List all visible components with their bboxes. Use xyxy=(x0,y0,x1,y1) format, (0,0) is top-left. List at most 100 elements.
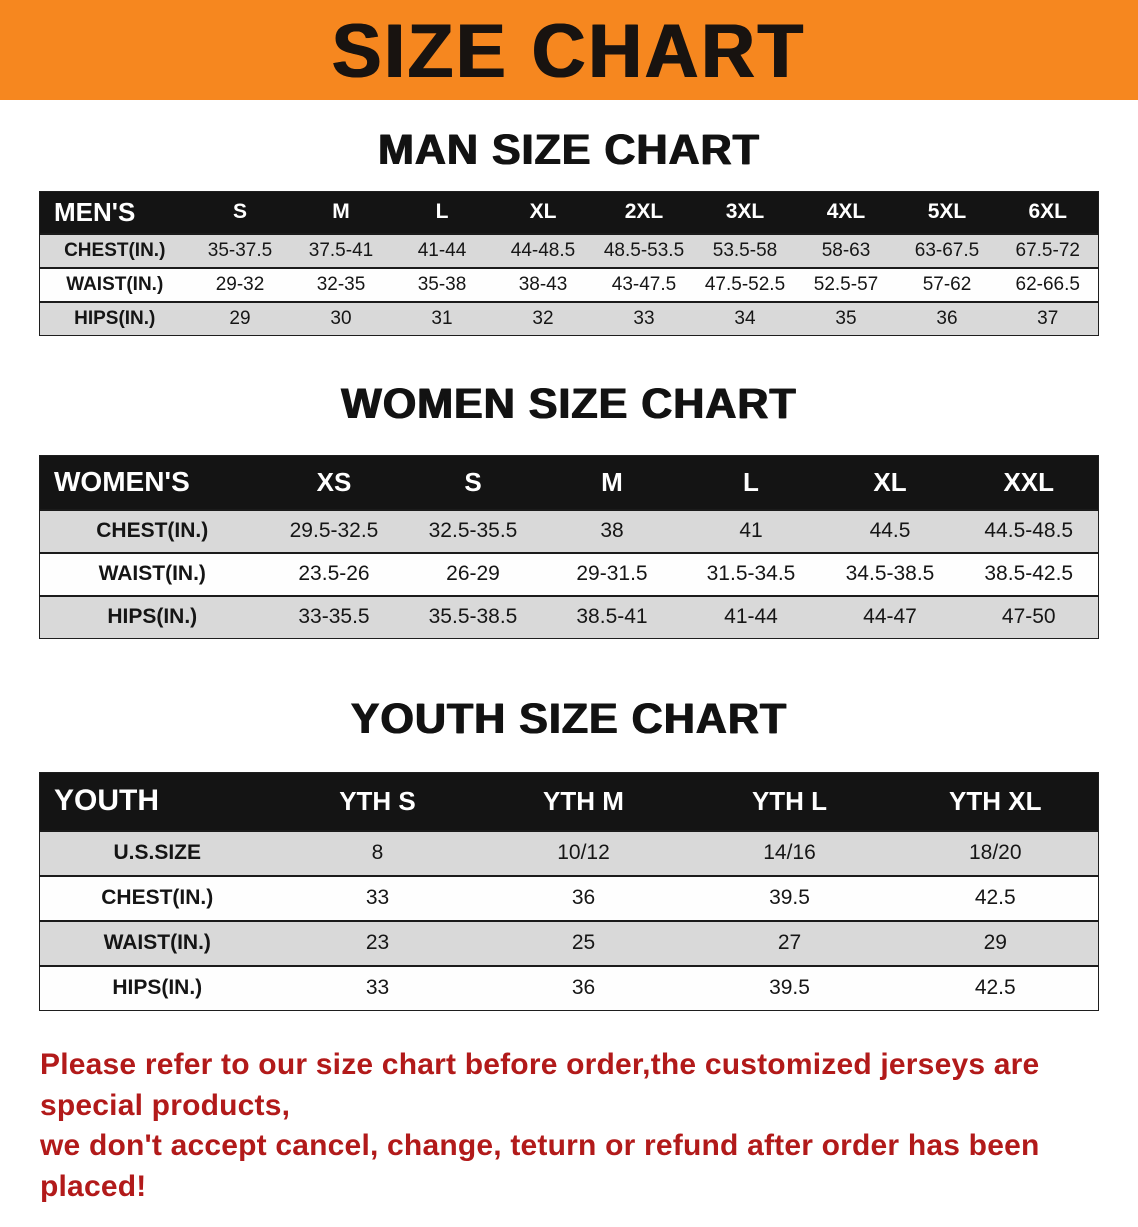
size-value-cell: 48.5-53.5 xyxy=(603,239,685,261)
size-value-cell: 10/12 xyxy=(557,841,610,864)
table-header: YOUTH YTH S YTH M YTH L YTH XL xyxy=(39,772,1099,831)
size-value-cell: 44.5 xyxy=(869,519,911,542)
banner: SIZE CHART xyxy=(0,0,1138,100)
size-value-cell: 8 xyxy=(371,841,384,864)
disclaimer: Please refer to our size chart before or… xyxy=(0,1045,1138,1227)
size-value-cell: 62-66.5 xyxy=(1015,273,1080,295)
size-value-cell: 30 xyxy=(330,307,352,329)
size-value-cell: 33-35.5 xyxy=(298,605,370,629)
row-label: CHEST(IN.) xyxy=(64,239,166,261)
size-value-cell: 34 xyxy=(734,307,756,329)
size-column-header: 2XL xyxy=(593,191,695,234)
size-value-cell: 37 xyxy=(1037,307,1059,329)
table-row: U.S.SIZE 8 10/12 14/16 18/20 xyxy=(39,830,1099,876)
table-row: CHEST(IN.) 33 36 39.5 42.5 xyxy=(39,875,1099,921)
size-value-cell: 44.5-48.5 xyxy=(984,519,1074,542)
table-row: CHEST(IN.) 35-37.5 37.5-41 41-44 44-48.5 48.5… xyxy=(39,233,1099,268)
page-title: SIZE CHART xyxy=(332,7,806,93)
row-label: WAIST(IN.) xyxy=(98,562,206,585)
table-header: WOMEN'S XS S M L XL XXL xyxy=(39,455,1099,510)
size-column-header: 3XL xyxy=(694,191,796,234)
size-value-cell: 58-63 xyxy=(821,239,871,261)
table-corner-label: YOUTH xyxy=(39,772,275,831)
size-value-cell: 41-44 xyxy=(724,605,778,629)
row-label: CHEST(IN.) xyxy=(96,519,209,542)
size-value-cell: 34.5-38.5 xyxy=(845,562,935,585)
size-value-cell: 31.5-34.5 xyxy=(706,562,796,585)
size-value-cell: 14/16 xyxy=(763,841,816,864)
table-row: WAIST(IN.) 29-32 32-35 35-38 38-43 43-47.5 47.… xyxy=(39,267,1099,302)
table-header-row: WOMEN'S XS S M L XL XXL xyxy=(39,455,1099,510)
size-column-header: S xyxy=(403,455,543,510)
table-row: HIPS(IN.) 33-35.5 35.5-38.5 38.5-41 41-44 44-… xyxy=(39,595,1099,639)
size-value-cell: 29.5-32.5 xyxy=(289,519,379,542)
table-corner-label: WOMEN'S xyxy=(39,455,265,510)
size-value-cell: 42.5 xyxy=(974,976,1016,1000)
size-column-header: YTH XL xyxy=(892,772,1099,831)
size-value-cell: 43-47.5 xyxy=(611,273,677,295)
size-value-cell: 38 xyxy=(600,519,624,542)
size-value-cell: 38.5-42.5 xyxy=(984,562,1074,585)
row-label: HIPS(IN.) xyxy=(107,605,198,629)
men-size-table: MEN'S S M L XL 2XL 3XL 4XL 5XL 6XL CHEST(IN.) 35-37… xyxy=(39,191,1099,336)
size-column-header: XL xyxy=(492,191,594,234)
size-value-cell: 47-50 xyxy=(1001,605,1056,629)
size-column-header: 6XL xyxy=(997,191,1099,234)
table-body: U.S.SIZE 8 10/12 14/16 18/20 CHEST(IN.) 33 36 39… xyxy=(39,830,1099,1011)
row-label: HIPS(IN.) xyxy=(74,307,156,329)
youth-size-table: YOUTH YTH S YTH M YTH L YTH XL U.S.SIZE 8 10/12… xyxy=(39,772,1099,1011)
size-value-cell: 32-35 xyxy=(316,273,366,295)
size-value-cell: 27 xyxy=(777,931,802,954)
size-value-cell: 38-43 xyxy=(518,273,568,295)
row-label: CHEST(IN.) xyxy=(101,886,214,909)
size-value-cell: 29 xyxy=(229,307,251,329)
size-column-header: L xyxy=(681,455,821,510)
size-value-cell: 63-67.5 xyxy=(914,239,980,261)
size-value-cell: 53.5-58 xyxy=(712,239,778,261)
table-corner-label: MEN'S xyxy=(39,191,190,234)
table-row: WAIST(IN.) 23 25 27 29 xyxy=(39,920,1099,966)
size-value-cell: 41 xyxy=(739,519,763,542)
size-value-cell: 39.5 xyxy=(769,976,810,1000)
men-section-heading: MAN SIZE CHART xyxy=(378,126,760,174)
table-row: HIPS(IN.) 33 36 39.5 42.5 xyxy=(39,965,1099,1011)
size-value-cell: 35-37.5 xyxy=(207,239,273,261)
row-label: WAIST(IN.) xyxy=(103,931,211,954)
size-chart-content: MAN SIZE CHART MEN'S S M L XL 2XL 3XL 4XL 5XL 6XL… xyxy=(0,126,1138,1011)
women-section-heading: WOMEN SIZE CHART xyxy=(341,380,797,428)
size-column-header: 4XL xyxy=(795,191,897,234)
size-column-header: M xyxy=(290,191,392,234)
size-value-cell: 18/20 xyxy=(968,841,1022,864)
table-header: MEN'S S M L XL 2XL 3XL 4XL 5XL 6XL xyxy=(39,191,1099,234)
table-header-row: YOUTH YTH S YTH M YTH L YTH XL xyxy=(39,772,1099,831)
size-column-header: YTH S xyxy=(274,772,481,831)
size-value-cell: 29-31.5 xyxy=(576,562,648,585)
size-value-cell: 33 xyxy=(365,886,390,909)
row-label: HIPS(IN.) xyxy=(112,976,203,1000)
size-value-cell: 23.5-26 xyxy=(298,562,370,585)
size-value-cell: 42.5 xyxy=(974,886,1016,909)
table-body: CHEST(IN.) 35-37.5 37.5-41 41-44 44-48.5 48.5… xyxy=(39,233,1099,336)
disclaimer-line-2: we don't accept cancel, change, teturn o… xyxy=(40,1129,1040,1203)
size-column-header: M xyxy=(542,455,682,510)
table-row: CHEST(IN.) 29.5-32.5 32.5-35.5 38 41 44.5 44.5… xyxy=(39,509,1099,553)
size-value-cell: 29-32 xyxy=(215,273,265,295)
size-column-header: L xyxy=(391,191,493,234)
size-column-header: S xyxy=(189,191,291,234)
size-column-header: 5XL xyxy=(896,191,998,234)
size-value-cell: 25 xyxy=(571,931,596,954)
size-value-cell: 36 xyxy=(936,307,958,329)
size-value-cell: 52.5-57 xyxy=(813,273,879,295)
size-value-cell: 57-62 xyxy=(922,273,972,295)
size-value-cell: 26-29 xyxy=(446,562,500,585)
youth-section: YOUTH SIZE CHART YOUTH YTH S YTH M YTH L YTH… xyxy=(39,695,1099,1011)
size-value-cell: 39.5 xyxy=(769,886,810,909)
size-value-cell: 67.5-72 xyxy=(1015,239,1080,261)
size-column-header: XXL xyxy=(959,455,1099,510)
size-value-cell: 35.5-38.5 xyxy=(428,605,518,629)
size-value-cell: 38.5-41 xyxy=(576,605,648,629)
size-value-cell: 29 xyxy=(983,931,1007,954)
row-label: WAIST(IN.) xyxy=(66,273,164,295)
men-section: MAN SIZE CHART MEN'S S M L XL 2XL 3XL 4XL 5XL 6XL… xyxy=(39,126,1099,336)
table-row: WAIST(IN.) 23.5-26 26-29 29-31.5 31.5-34.5 34… xyxy=(39,552,1099,596)
